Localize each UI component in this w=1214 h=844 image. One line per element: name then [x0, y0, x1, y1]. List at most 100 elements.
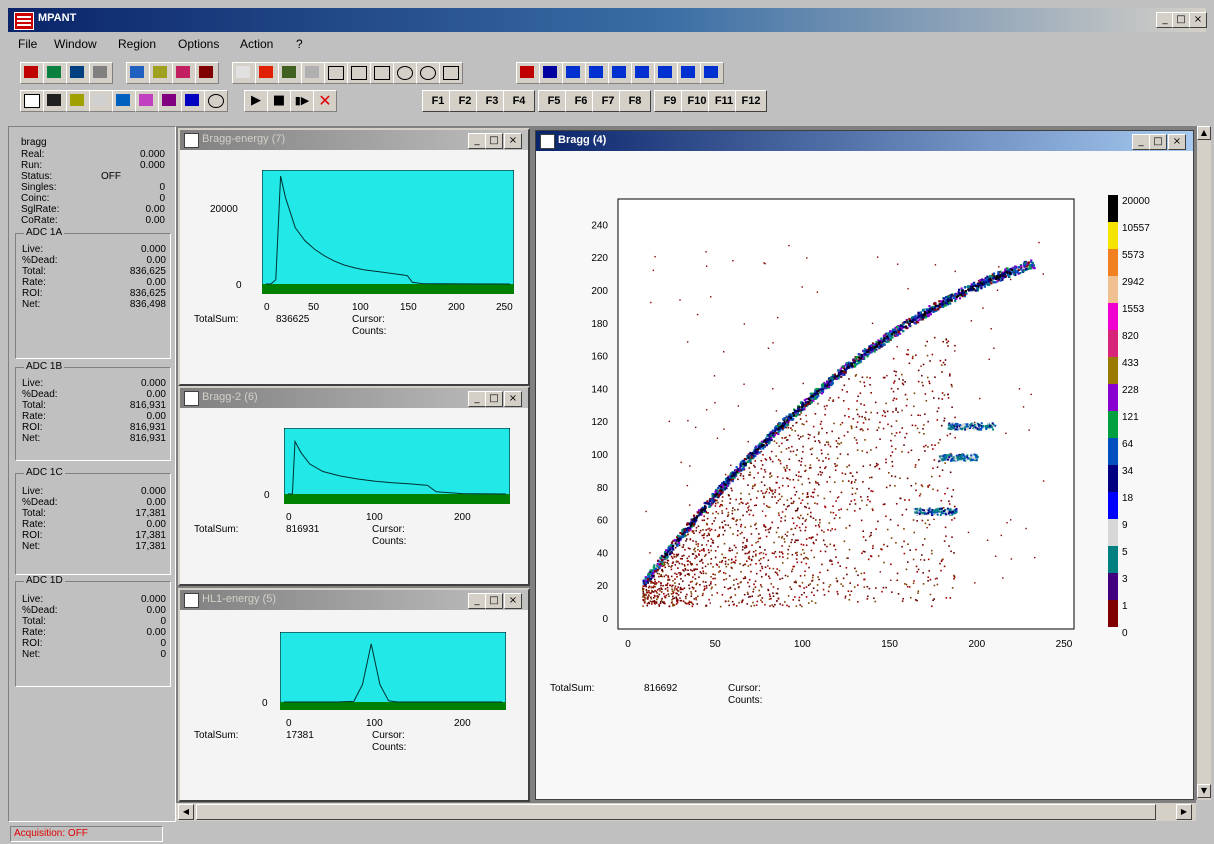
data-point	[760, 575, 763, 578]
win3-maximize-button[interactable]: □	[485, 593, 503, 609]
zoom-button[interactable]	[439, 62, 463, 84]
peak-button[interactable]	[232, 62, 256, 84]
marker-button[interactable]	[301, 62, 325, 84]
win1-maximize-button[interactable]: □	[485, 133, 503, 149]
win3-close-button[interactable]: ×	[504, 593, 522, 609]
data-point	[689, 465, 691, 467]
full-range-button[interactable]	[677, 62, 701, 84]
data-point	[788, 244, 790, 247]
back-button[interactable]	[181, 90, 205, 112]
window-bragg-energy[interactable]: Bragg-energy (7) _ □ × 20000 0 0 50 100 …	[178, 128, 530, 386]
save-button[interactable]	[43, 62, 67, 84]
data-point	[650, 596, 652, 599]
data-point	[692, 514, 696, 517]
menu-options[interactable]: Options	[178, 37, 220, 51]
adc-button[interactable]	[195, 62, 219, 84]
data-point	[795, 581, 797, 584]
horizontal-scrollbar[interactable]: ◀ ▶	[176, 802, 1196, 821]
scroll-right-button[interactable]: ▶	[1176, 804, 1192, 820]
binoculars-button[interactable]	[43, 90, 67, 112]
shift-left-button[interactable]	[585, 62, 609, 84]
f10-key[interactable]: F10	[681, 90, 713, 112]
window-hl1-energy[interactable]: HL1-energy (5) _ □ × 0 0 100 200 TotalSu…	[178, 588, 530, 802]
open-config-button[interactable]	[20, 62, 44, 84]
window-bragg-2d[interactable]: Bragg (4) _ □ × 0 50 100 150 200 250 0 20 40 60 80…	[535, 130, 1194, 800]
f8-key[interactable]: F8	[619, 90, 651, 112]
scale-swatch	[1108, 573, 1118, 600]
spectrum-plot-1[interactable]	[262, 170, 514, 294]
data-point	[914, 464, 917, 466]
data-point	[938, 458, 941, 461]
bar-display-button[interactable]	[516, 62, 540, 84]
win3-minimize-button[interactable]: _	[468, 593, 486, 609]
data-point	[1014, 267, 1017, 270]
window-button[interactable]	[278, 62, 302, 84]
data-point	[779, 578, 781, 580]
main-maximize-button[interactable]: □	[1149, 134, 1167, 150]
scatter-plot-2d[interactable]: 0 50 100 150 200 2500204060801001201401601802…	[566, 191, 1086, 681]
f11-key[interactable]: F11	[708, 90, 740, 112]
data-point	[690, 593, 693, 595]
settings-button[interactable]	[126, 62, 150, 84]
menu-region[interactable]: Region	[118, 37, 157, 51]
step-display-button[interactable]	[539, 62, 563, 84]
shift-right-button[interactable]	[608, 62, 632, 84]
ring-region-button[interactable]	[416, 62, 440, 84]
polygon-region-button[interactable]	[370, 62, 394, 84]
menu-window[interactable]: Window	[54, 37, 97, 51]
f12-key[interactable]: F12	[735, 90, 767, 112]
win2-maximize-button[interactable]: □	[485, 391, 503, 407]
print-button[interactable]	[89, 62, 113, 84]
maximize-button[interactable]: □	[1172, 12, 1190, 28]
scale-button[interactable]	[700, 62, 724, 84]
vertical-scrollbar[interactable]: ▲ ▼	[1196, 126, 1211, 800]
grid-button[interactable]	[66, 90, 90, 112]
refresh-button[interactable]	[204, 90, 228, 112]
scroll-down-button[interactable]: ▼	[1197, 784, 1211, 798]
data-point	[950, 383, 953, 386]
win2-close-button[interactable]: ×	[504, 391, 522, 407]
main-minimize-button[interactable]: _	[1132, 134, 1150, 150]
spectrum-plot-3[interactable]	[280, 632, 506, 710]
pen-button[interactable]	[135, 90, 159, 112]
data-point	[918, 509, 921, 512]
document-button[interactable]	[20, 90, 44, 112]
arrow-button[interactable]	[158, 90, 182, 112]
win1-close-button[interactable]: ×	[504, 133, 522, 149]
circle-region-button[interactable]	[393, 62, 417, 84]
spectrum-plot-2[interactable]	[284, 428, 510, 504]
close-button[interactable]: ×	[1189, 12, 1207, 28]
scroll-thumb[interactable]	[196, 804, 1156, 820]
fit-button[interactable]	[631, 62, 655, 84]
tile-button[interactable]	[89, 90, 113, 112]
main-close-button[interactable]: ×	[1168, 134, 1186, 150]
data-point	[749, 474, 752, 476]
menu-action[interactable]: Action	[240, 37, 274, 51]
win2-minimize-button[interactable]: _	[468, 391, 486, 407]
data-point	[804, 505, 806, 508]
continue-button[interactable]: ▮▶	[290, 90, 314, 112]
data-point	[837, 396, 840, 399]
f5-key[interactable]: F5	[538, 90, 570, 112]
mpa-button[interactable]	[172, 62, 196, 84]
color-button[interactable]	[255, 62, 279, 84]
menu-help[interactable]: ?	[296, 37, 303, 51]
stop-button[interactable]: ■	[267, 90, 291, 112]
scroll-left-button[interactable]: ◀	[178, 804, 194, 820]
load-button[interactable]	[66, 62, 90, 84]
play-button[interactable]: ▶	[244, 90, 268, 112]
rect-region-button[interactable]	[347, 62, 371, 84]
window-bragg-2[interactable]: Bragg-2 (6) _ □ × 0 0 100 200 TotalSum: …	[178, 386, 530, 586]
tools-button[interactable]	[149, 62, 173, 84]
data-point	[844, 473, 847, 475]
win1-minimize-button[interactable]: _	[468, 133, 486, 149]
cascade-button[interactable]	[112, 90, 136, 112]
menu-file[interactable]: File	[18, 37, 38, 51]
erase-button[interactable]: ✕	[313, 90, 337, 112]
expand-x-button[interactable]	[562, 62, 586, 84]
line-region-button[interactable]	[324, 62, 348, 84]
data-point	[867, 428, 869, 431]
log-button[interactable]	[654, 62, 678, 84]
scroll-up-button[interactable]: ▲	[1197, 126, 1211, 140]
f4-key[interactable]: F4	[503, 90, 535, 112]
